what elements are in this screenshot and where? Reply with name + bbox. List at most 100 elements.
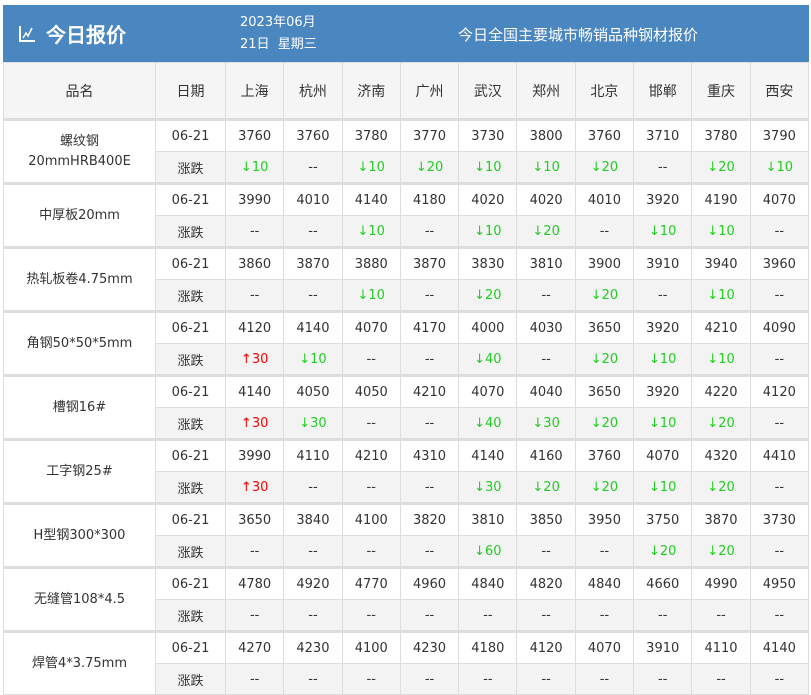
price-cell: 4120 [516,630,576,664]
change-cell: ↓10 [341,215,401,248]
col-header-city: 重庆 [691,62,751,120]
change-label: 涨跌 [155,663,226,695]
price-cell: 3860 [224,246,285,280]
price-date: 06-21 [155,310,226,344]
price-cell: 3840 [283,502,343,536]
price-row: 角钢50*50*5mm 06-21 4120 4140 4070 4170 4000 4030… [3,310,810,376]
change-cell: -- [516,599,576,632]
change-cell: ↓30 [458,471,518,504]
change-cell: ↓20 [574,279,635,312]
price-cell: 4920 [283,566,343,600]
change-cell: -- [516,663,576,695]
price-cell: 4100 [341,502,401,536]
change-cell: ↓20 [691,407,751,440]
price-cell: 4020 [458,182,518,216]
change-cell: ↑30 [224,407,285,440]
change-cell: -- [691,663,751,695]
change-cell: -- [516,279,576,312]
price-cell: 3910 [633,246,693,280]
product-name: 无缝管108*4.5 [3,566,156,632]
widget-title: 今日报价 [18,19,126,48]
change-cell: -- [399,215,460,248]
change-cell: -- [399,407,460,440]
change-cell: -- [633,663,693,695]
product-name-line: 焊管4*3.75mm [31,655,128,671]
price-cell: 3650 [224,502,285,536]
price-cell: 4030 [516,310,576,344]
price-cell: 4140 [283,310,343,344]
price-cell: 3850 [516,502,576,536]
price-cell: 3760 [574,438,635,472]
price-date: 06-21 [155,182,226,216]
change-cell: ↓10 [633,407,693,440]
price-cell: 4210 [691,310,751,344]
price-cell: 4140 [224,374,285,408]
col-header-city: 西安 [749,62,810,120]
price-cell: 4990 [691,566,751,600]
price-cell: 3910 [633,630,693,664]
change-cell: ↓40 [458,407,518,440]
change-cell: -- [283,535,343,568]
product-name-line: H型钢300*300 [33,527,126,543]
price-cell: 3760 [283,118,343,152]
price-cell: 3780 [691,118,751,152]
change-row: 涨跌 -- -- ↓10 -- ↓10 ↓20 -- ↓10 ↓10 -- [4,215,810,248]
price-cell: 3870 [691,502,751,536]
col-header-city: 北京 [574,62,635,120]
col-header-city: 广州 [399,62,460,120]
price-cell: 3800 [516,118,576,152]
change-cell: -- [341,599,401,632]
price-cell: 4010 [574,182,635,216]
change-cell: ↓20 [516,471,576,504]
price-cell: 4070 [341,310,401,344]
col-header-name: 品名 [3,62,156,120]
price-date: 06-21 [155,246,226,280]
price-cell: 4000 [458,310,518,344]
price-cell: 4110 [691,630,751,664]
col-header-city: 杭州 [283,62,343,120]
change-cell: -- [574,599,635,632]
price-cell: 4410 [749,438,810,472]
change-cell: -- [749,343,810,376]
change-cell: -- [283,279,343,312]
date-month: 2023年06月 [240,15,316,30]
price-cell: 3650 [574,310,635,344]
product-name: 热轧板卷4.75mm [3,246,156,312]
change-cell: -- [458,663,518,695]
change-cell: -- [633,151,693,184]
product-name-line: 20mmHRB400E [28,153,131,169]
price-cell: 3780 [341,118,401,152]
price-cell: 4140 [341,182,401,216]
price-cell: 4770 [341,566,401,600]
change-cell: ↓20 [691,471,751,504]
price-date: 06-21 [155,502,226,536]
title-text: 今日报价 [46,23,126,47]
change-label: 涨跌 [155,343,226,376]
change-cell: ↓20 [633,535,693,568]
change-cell: -- [399,343,460,376]
price-date: 06-21 [155,374,226,408]
change-cell: -- [283,599,343,632]
change-label: 涨跌 [155,151,226,184]
change-cell: -- [574,215,635,248]
price-cell: 4050 [283,374,343,408]
banner: 今日报价 2023年06月 21日 星期三 今日全国主要城市畅销品种钢材报价 [3,5,809,62]
change-label: 涨跌 [155,407,226,440]
change-cell: -- [224,215,285,248]
col-header-city: 邯郸 [633,62,693,120]
change-cell: ↓20 [574,407,635,440]
price-cell: 3900 [574,246,635,280]
price-cell: 4190 [691,182,751,216]
change-cell: -- [399,599,460,632]
change-cell: -- [749,663,810,695]
price-cell: 4180 [399,182,460,216]
change-cell: ↓10 [633,471,693,504]
price-cell: 3710 [633,118,693,152]
change-cell: ↑30 [224,343,285,376]
change-row: 涨跌 -- -- ↓10 -- ↓20 -- ↓20 -- ↓10 -- [4,279,810,312]
price-cell: 4140 [458,438,518,472]
price-cell: 4780 [224,566,285,600]
change-cell: -- [341,535,401,568]
header-row: 品名 日期 上海 杭州 济南 广州 武汉 郑州 北京 邯郸 重庆 西安 [3,62,810,120]
